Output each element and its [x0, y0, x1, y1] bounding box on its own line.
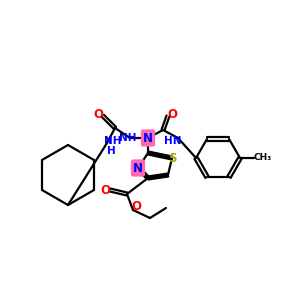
Text: H: H — [106, 146, 116, 156]
Text: O: O — [93, 107, 103, 121]
Text: HN: HN — [164, 136, 182, 146]
Text: N: N — [133, 161, 143, 175]
Text: NH: NH — [104, 136, 122, 146]
Text: S: S — [168, 152, 176, 164]
Text: N: N — [143, 131, 153, 145]
Text: O: O — [167, 107, 177, 121]
Text: NH: NH — [119, 133, 137, 143]
Text: CH₃: CH₃ — [254, 154, 272, 163]
Text: O: O — [131, 200, 141, 214]
Text: O: O — [100, 184, 110, 196]
